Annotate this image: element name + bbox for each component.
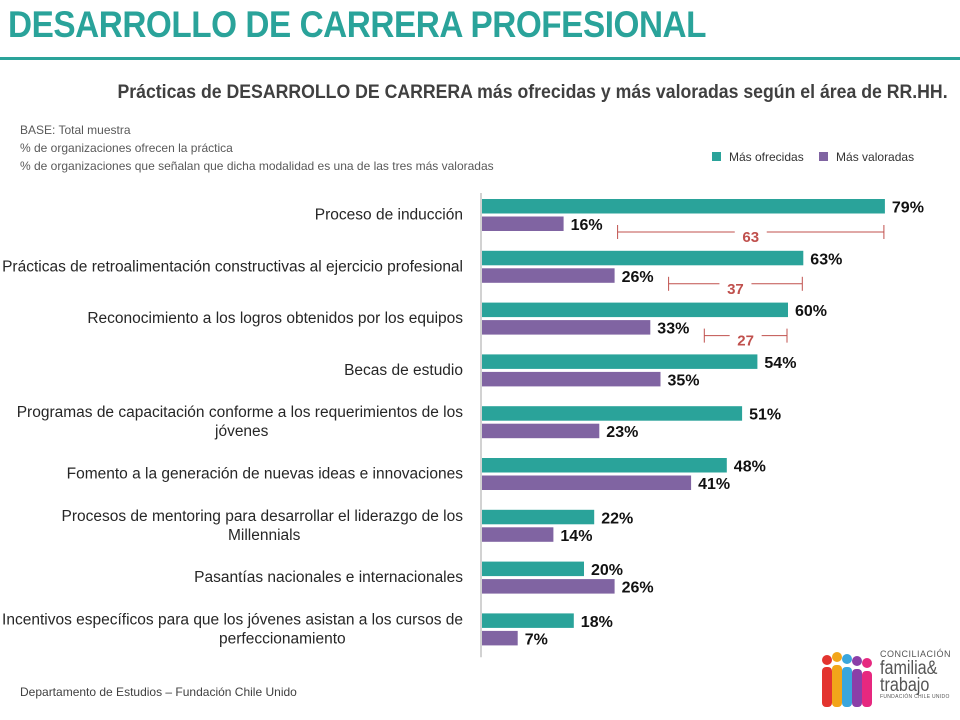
category-label: Pasantías nacionales e internacionales [194, 569, 463, 586]
data-label: 14% [560, 528, 592, 545]
base-note: % de organizaciones que señalan que dich… [20, 159, 494, 173]
data-label: 33% [657, 321, 689, 338]
bar-valoradas [482, 371, 661, 387]
data-label: 18% [581, 614, 613, 631]
legend-item-ofrecidas: Más ofrecidas [712, 150, 804, 164]
data-label: 41% [698, 476, 730, 493]
legend-label: Más valoradas [836, 150, 915, 164]
data-label: 7% [525, 631, 548, 648]
bar-ofrecidas [482, 458, 727, 473]
category-label: Prácticas de retroalimentación construct… [2, 258, 463, 275]
category-label-line: perfeccionamiento [219, 630, 346, 647]
category-label: Fomento a la generación de nuevas ideas … [67, 466, 464, 483]
data-label: 51% [749, 407, 781, 424]
category-label-line: Procesos de mentoring para desarrollar e… [62, 508, 464, 525]
logo-line: familia& [880, 658, 938, 679]
logo-line: FUNDACIÓN CHILE UNIDO [880, 694, 950, 700]
category-label-line: Proceso de inducción [315, 207, 463, 224]
bar-ofrecidas [482, 199, 885, 214]
bar-ofrecidas [482, 406, 743, 421]
legend-swatch [712, 152, 721, 161]
bar-ofrecidas [482, 613, 574, 628]
page-title: DESARROLLO DE CARRERA PROFESIONAL [8, 4, 707, 45]
legend-swatch [819, 152, 829, 161]
bar-ofrecidas [482, 302, 788, 318]
data-label: 79% [892, 200, 924, 217]
category-label-line: Becas de estudio [344, 362, 463, 379]
bar-valoradas [482, 579, 615, 594]
base-note: BASE: Total muestra [20, 123, 131, 137]
data-label: 26% [622, 269, 654, 286]
category-label: Proceso de inducción [315, 207, 463, 224]
category-label: Programas de capacitación conforme a los… [17, 404, 464, 440]
base-note: % de organizaciones ofrecen la práctica [20, 141, 233, 155]
data-label: 48% [734, 459, 766, 476]
category-label: Procesos de mentoring para desarrollar e… [62, 508, 464, 544]
category-label-line: Programas de capacitación conforme a los… [17, 404, 464, 421]
category-label-line: Pasantías nacionales e internacionales [194, 569, 463, 586]
data-label: 60% [795, 303, 827, 320]
bar-valoradas [482, 527, 554, 542]
logo: CONCILIACIÓN familia& trabajo FUNDACIÓN … [880, 650, 951, 700]
footer-text: Departamento de Estudios – Fundación Chi… [20, 685, 297, 699]
logo-line: trabajo [880, 675, 930, 696]
bar-valoradas [482, 216, 564, 231]
category-label-line: Incentivos específicos para que los jóve… [2, 611, 463, 628]
base-notes: BASE: Total muestra % de organizaciones … [20, 121, 494, 175]
category-label-line: jóvenes [214, 423, 269, 440]
data-label: 26% [622, 580, 654, 597]
category-label-line: Reconocimiento a los logros obtenidos po… [87, 310, 463, 327]
category-label: Incentivos específicos para que los jóve… [2, 611, 463, 647]
logo-figures-icon [822, 652, 872, 707]
data-label: 35% [668, 372, 700, 389]
gap-label: 27 [737, 333, 754, 350]
category-label-line: Prácticas de retroalimentación construct… [2, 258, 463, 275]
data-label: 63% [810, 251, 842, 268]
bar-valoradas [482, 320, 651, 335]
bar-ofrecidas [482, 509, 595, 525]
legend-item-valoradas: Más valoradas [819, 150, 914, 164]
data-label: 23% [606, 424, 638, 441]
bar-ofrecidas [482, 354, 758, 369]
category-label-line: Millennials [228, 527, 301, 544]
bar-valoradas [482, 630, 518, 646]
category-label: Becas de estudio [344, 362, 463, 379]
bar-valoradas [482, 475, 692, 490]
gap-label: 37 [727, 281, 744, 298]
chart-subtitle: Prácticas de DESARROLLO DE CARRERA más o… [117, 82, 948, 103]
bar-ofrecidas [482, 250, 804, 266]
data-label: 20% [591, 562, 623, 579]
logo-line: CONCILIACIÓN [880, 649, 952, 659]
category-label-line: Fomento a la generación de nuevas ideas … [67, 466, 464, 483]
category-label: Reconocimiento a los logros obtenidos po… [87, 310, 463, 327]
data-label: 16% [571, 217, 603, 234]
bar-valoradas [482, 423, 600, 439]
bar-valoradas [482, 268, 615, 283]
data-label: 22% [601, 510, 633, 527]
data-label: 54% [764, 355, 796, 372]
gap-label: 63 [742, 229, 759, 246]
title-divider [0, 57, 960, 60]
chart-legend: Más ofrecidas Más valoradas [712, 150, 926, 164]
bar-ofrecidas [482, 561, 584, 577]
legend-label: Más ofrecidas [729, 150, 804, 164]
